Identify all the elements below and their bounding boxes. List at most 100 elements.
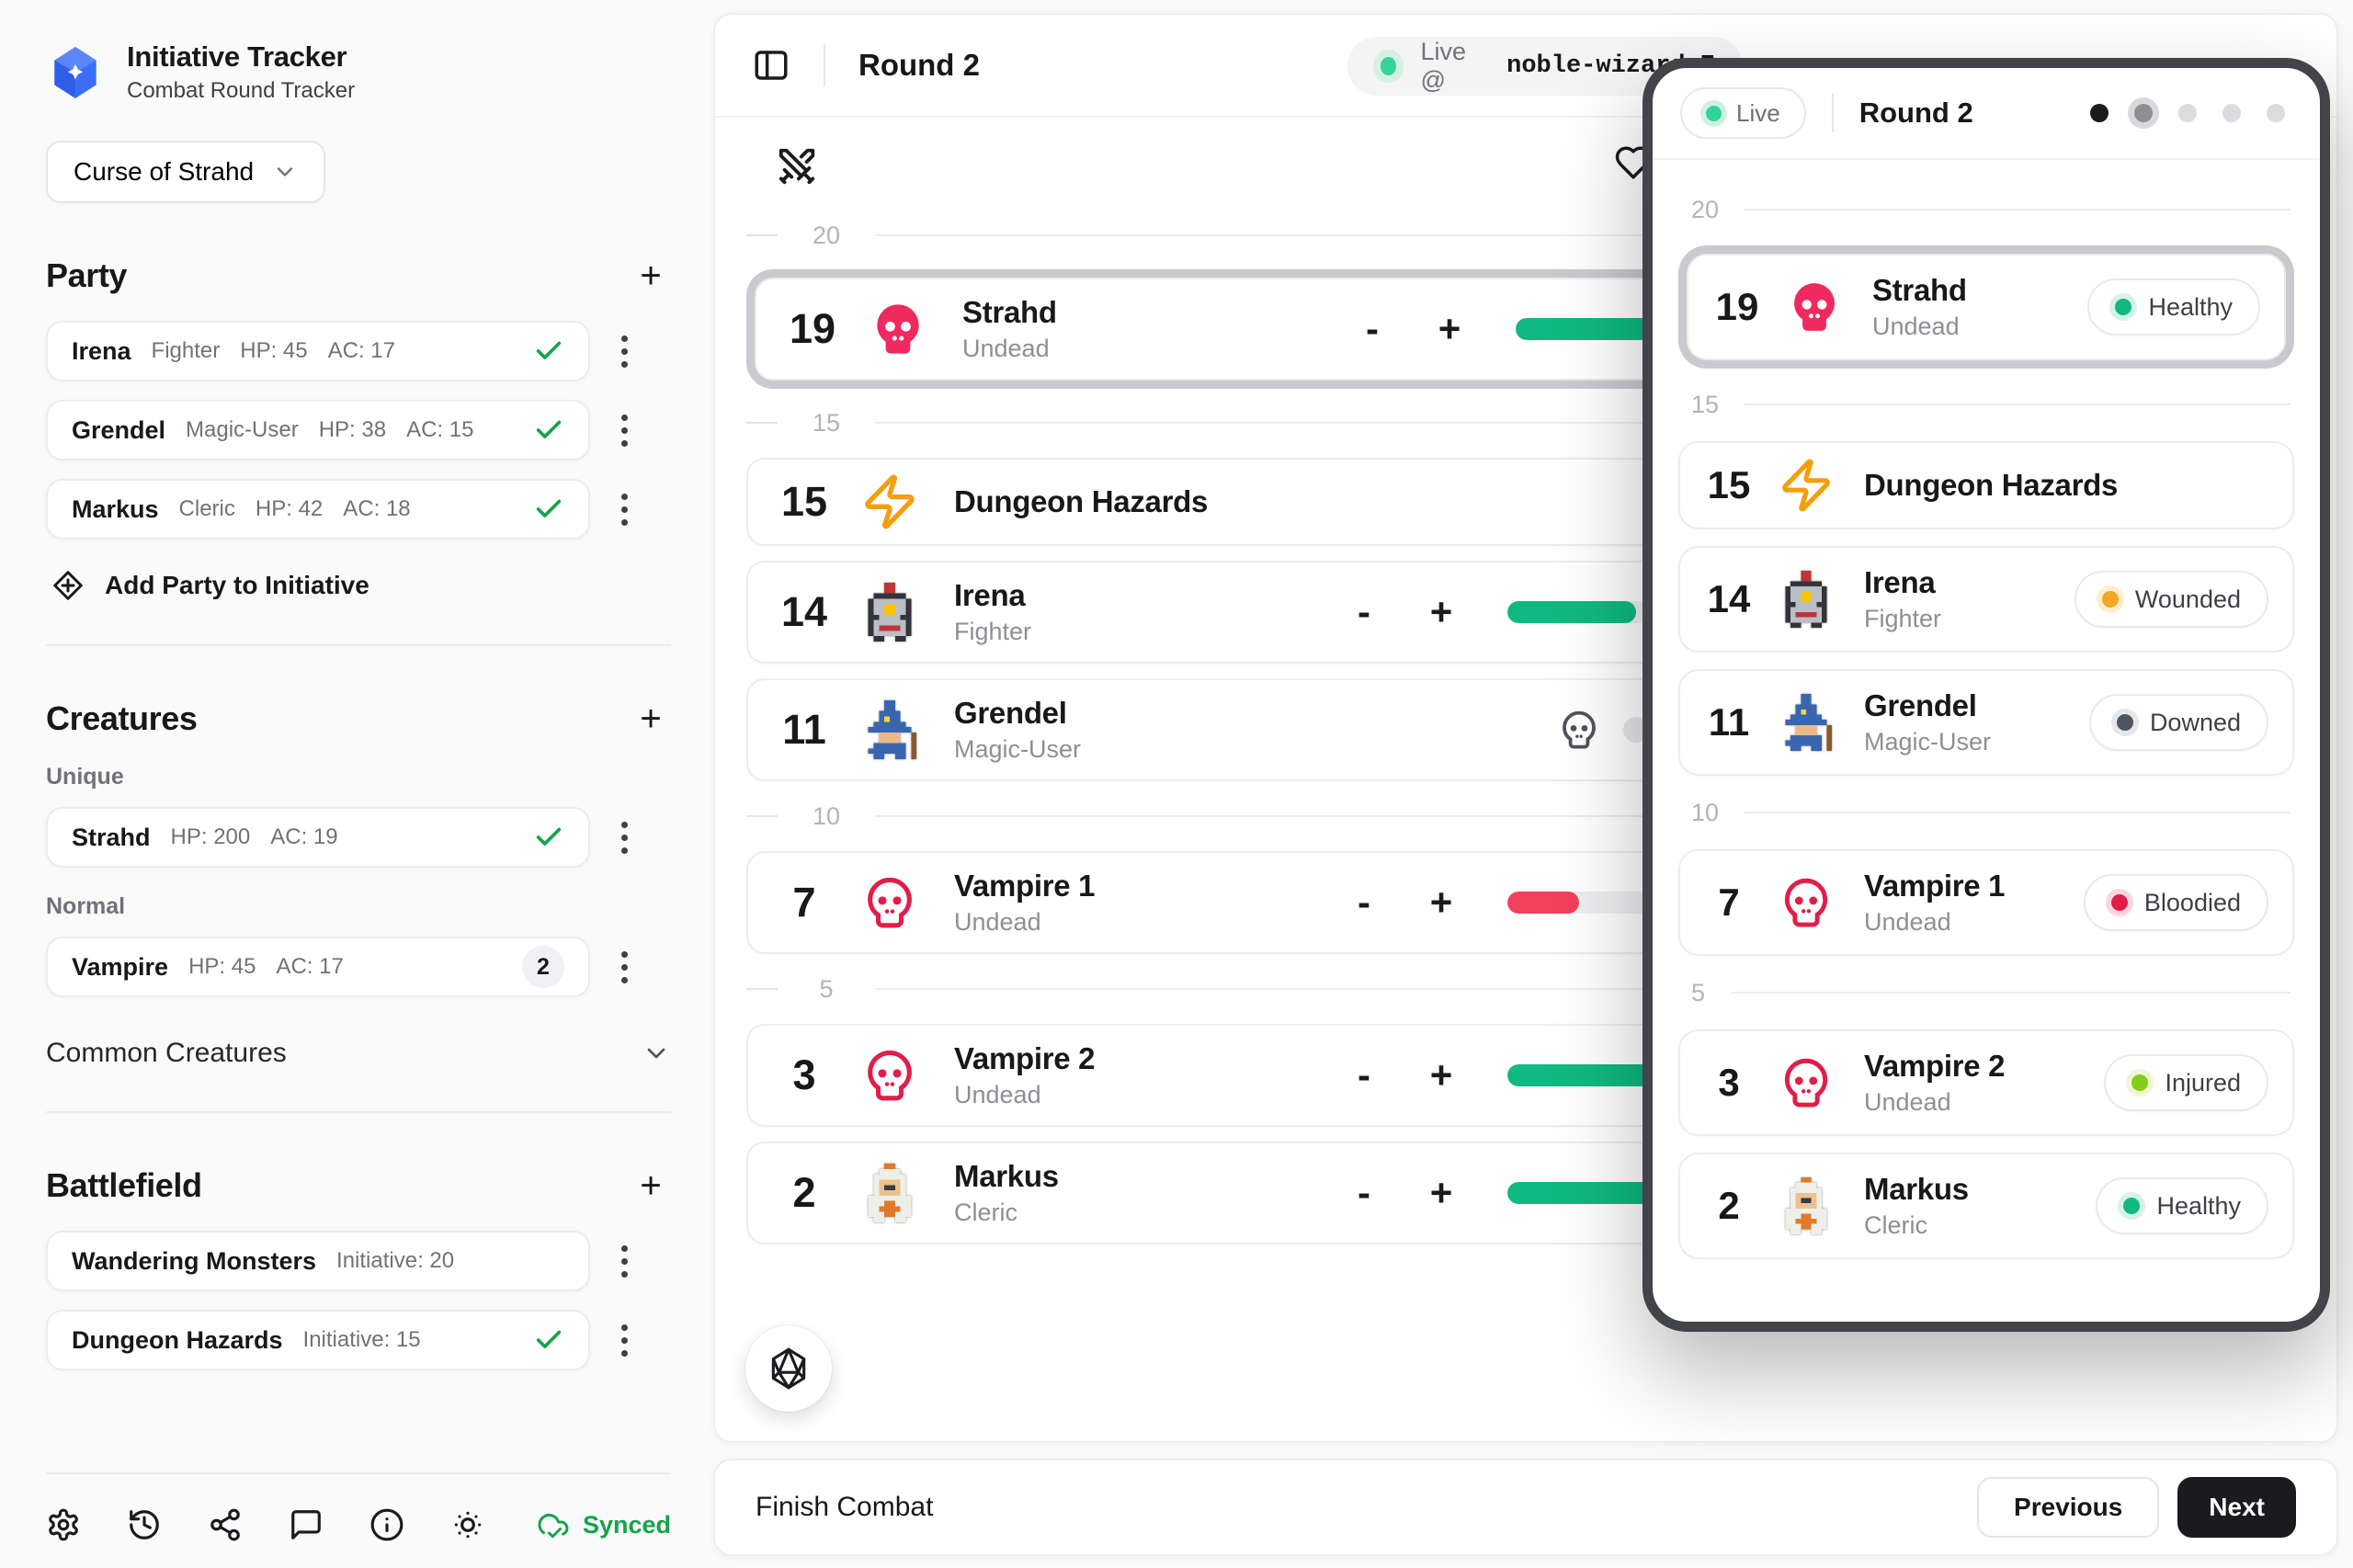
- sidebar-toolbar: Synced: [46, 1474, 671, 1542]
- status-label: Wounded: [2134, 585, 2241, 613]
- row-menu-button[interactable]: [616, 1319, 633, 1362]
- share-icon[interactable]: [208, 1507, 243, 1542]
- player-view-row[interactable]: 7 Vampire 1 Undead Bloodied: [1678, 849, 2294, 956]
- hp-decrement-button[interactable]: -: [1358, 1171, 1370, 1214]
- dice-roll-button[interactable]: [745, 1325, 832, 1412]
- creature-hp_label: HP: 45: [188, 954, 256, 979]
- creature[interactable]: Vampire HP: 45 AC: 17 2: [46, 937, 590, 997]
- combatant-name: Vampire 2: [1864, 1049, 2006, 1083]
- hp-decrement-button[interactable]: -: [1358, 590, 1370, 633]
- finish-combat-button[interactable]: Finish Combat: [756, 1492, 934, 1522]
- pagination-dot[interactable]: [2222, 104, 2241, 122]
- combatant-text: Vampire 2 Undead: [1864, 1049, 2006, 1117]
- hp-increment-button[interactable]: +: [1429, 881, 1453, 924]
- party-member[interactable]: Markus Cleric HP: 42 AC: 18: [46, 479, 590, 540]
- hp-decrement-button[interactable]: -: [1358, 1053, 1370, 1096]
- party-member[interactable]: Irena Fighter HP: 45 AC: 17: [46, 321, 590, 381]
- hp-increment-button[interactable]: +: [1438, 307, 1461, 350]
- party-member[interactable]: Grendel Magic-User HP: 38 AC: 15: [46, 400, 590, 460]
- player-view-row[interactable]: 15 Dungeon Hazards: [1678, 441, 2294, 529]
- common-creatures-toggle[interactable]: Common Creatures: [46, 1038, 671, 1069]
- chevron-down-icon: [272, 159, 298, 185]
- live-badge-label: Live: [1736, 98, 1780, 127]
- battlefield-item[interactable]: Dungeon Hazards Initiative: 15: [46, 1310, 590, 1370]
- hp-increment-button[interactable]: +: [1429, 590, 1453, 633]
- chevron-down-icon: [642, 1039, 671, 1068]
- skull-filled-icon: [1786, 278, 1843, 335]
- hp-increment-button[interactable]: +: [1429, 1171, 1453, 1214]
- cloud-check-icon: [537, 1508, 570, 1541]
- hp-decrement-button[interactable]: -: [1358, 881, 1370, 924]
- live-badge[interactable]: Live: [1680, 87, 1806, 139]
- header-divider: [1831, 94, 1834, 132]
- row-menu-button[interactable]: [616, 816, 633, 859]
- status-dot: [2123, 1198, 2141, 1214]
- tick-value: 20: [812, 221, 841, 249]
- add-creature-button[interactable]: +: [631, 700, 671, 737]
- previous-turn-button[interactable]: Previous: [1977, 1477, 2160, 1538]
- pixel-cleric-icon: [860, 1164, 919, 1222]
- settings-icon[interactable]: [46, 1507, 81, 1542]
- combatant-name: Vampire 1: [954, 869, 1096, 903]
- creature-group-label: Normal: [46, 893, 126, 919]
- status-badge: Bloodied: [2083, 874, 2268, 931]
- combatant-text: Markus Cleric: [1864, 1172, 1969, 1240]
- initiative-value: 7: [792, 879, 816, 926]
- pagination-dot[interactable]: [2090, 104, 2109, 122]
- combatant-text: Vampire 1 Undead: [954, 869, 1096, 937]
- add-party-member-button[interactable]: +: [631, 257, 671, 294]
- pixel-wizard-icon: [860, 700, 919, 759]
- creature-ac_label: AC: 17: [276, 954, 344, 979]
- player-view-row[interactable]: 11 Grendel Magic-User Downed: [1678, 669, 2294, 776]
- sidebar-toggle-icon[interactable]: [752, 46, 790, 85]
- player-view-row[interactable]: 14 Irena Fighter Wounded: [1678, 546, 2294, 653]
- add-party-to-initiative-button[interactable]: Add Party to Initiative: [51, 569, 671, 602]
- party-heading: Party: [46, 256, 128, 294]
- info-icon[interactable]: [369, 1507, 404, 1542]
- creatures-section-header: Creatures +: [46, 699, 671, 738]
- creature-row: Vampire HP: 45 AC: 17 2: [46, 937, 671, 997]
- campaign-selector[interactable]: Curse of Strahd: [46, 141, 326, 203]
- combatant-type: Magic-User: [1864, 728, 1992, 756]
- hp-decrement-button[interactable]: -: [1366, 307, 1379, 350]
- tick-value: 10: [1691, 798, 1720, 826]
- row-menu-button[interactable]: [616, 409, 633, 452]
- live-status-dot: [1706, 105, 1722, 121]
- status-badge: Wounded: [2074, 571, 2268, 628]
- status-label: Healthy: [2148, 292, 2233, 321]
- sidebar-divider: [46, 644, 671, 646]
- row-menu-button[interactable]: [616, 488, 633, 531]
- status-badge: Healthy: [2096, 1177, 2268, 1234]
- player-view-row[interactable]: 19 Strahd Undead Healthy: [1687, 254, 2286, 360]
- pagination-dot[interactable]: [2267, 104, 2285, 122]
- common-creatures-label: Common Creatures: [46, 1038, 287, 1068]
- history-icon[interactable]: [127, 1507, 162, 1542]
- pagination-dot[interactable]: [2134, 104, 2153, 122]
- hp-bar-fill: [1507, 892, 1580, 914]
- creature-group-label: Unique: [46, 764, 124, 790]
- creature[interactable]: Strahd HP: 200 AC: 19: [46, 807, 590, 868]
- player-view-row[interactable]: 3 Vampire 2 Undead Injured: [1678, 1029, 2294, 1136]
- pagination-dot[interactable]: [2178, 104, 2197, 122]
- add-battlefield-button[interactable]: +: [631, 1167, 671, 1204]
- combatant-type: Undead: [962, 335, 1050, 362]
- combat-panel-header: Round 2 Live @ noble-wizard-7: [715, 15, 2336, 118]
- player-view-row[interactable]: 2 Markus Cleric Healthy: [1678, 1153, 2294, 1259]
- battlefield-item[interactable]: Wandering Monsters Initiative: 20: [46, 1231, 590, 1291]
- status-dot: [2110, 894, 2128, 911]
- combatant-text: Dungeon Hazards: [954, 484, 1208, 519]
- combatant-type: Fighter: [1864, 605, 1942, 632]
- party-member-row: Markus Cleric HP: 42 AC: 18: [46, 479, 671, 540]
- next-turn-button[interactable]: Next: [2177, 1477, 2296, 1538]
- initiative-value: 15: [1707, 463, 1751, 506]
- check-icon: [533, 494, 564, 525]
- brightness-icon[interactable]: [450, 1507, 485, 1542]
- row-menu-button[interactable]: [616, 1240, 633, 1283]
- hp-increment-button[interactable]: +: [1429, 1053, 1453, 1096]
- comment-icon[interactable]: [289, 1507, 324, 1542]
- d20-die-icon: [766, 1346, 812, 1392]
- initiative-value: 11: [782, 706, 826, 753]
- row-menu-button[interactable]: [616, 330, 633, 373]
- row-menu-button[interactable]: [616, 946, 633, 989]
- party-member-class: Fighter: [151, 338, 221, 363]
